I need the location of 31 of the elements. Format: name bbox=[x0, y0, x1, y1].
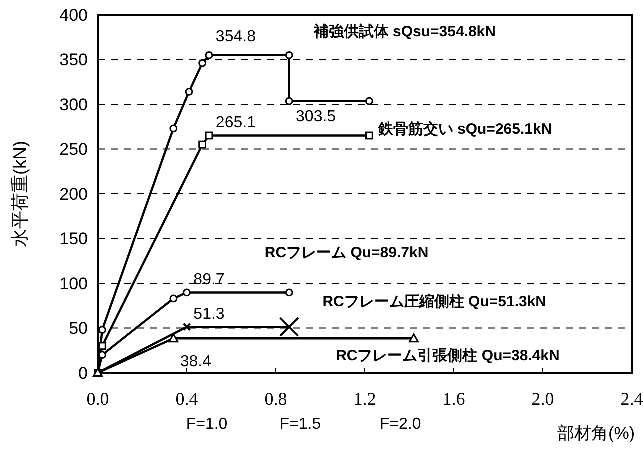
x-tick-label: 2.4 bbox=[620, 389, 643, 409]
y-tick-label: 150 bbox=[60, 230, 88, 249]
annotation: 51.3 bbox=[194, 306, 225, 324]
y-tick-label: 250 bbox=[60, 140, 88, 160]
x-tick-label: 0.0 bbox=[86, 389, 110, 409]
y-tick-label: 200 bbox=[60, 184, 88, 204]
text: RCフレーム Qu=89.7kN bbox=[264, 244, 429, 262]
series-label: RCフレーム引張側柱 Qu=38.4kN bbox=[336, 347, 560, 364]
text: F=1.5 bbox=[280, 416, 322, 433]
y-tick-label: 0 bbox=[78, 364, 88, 383]
y-axis-title: 水平荷重(kN) bbox=[10, 141, 30, 247]
x-axis-title: 部材角(%) bbox=[558, 424, 635, 443]
series-label: 補強供試体 sQsu=354.8kN bbox=[312, 23, 496, 40]
x-tick-label: 2.0 bbox=[532, 389, 554, 409]
x-tick-label: 1.6 bbox=[442, 389, 466, 409]
x-tick-label: 0.8 bbox=[264, 389, 288, 409]
y-tick-label: 50 bbox=[69, 319, 88, 338]
series-label: 鉄骨筋交い sQu=265.1kN bbox=[377, 120, 552, 138]
x-tick-label: 0.4 bbox=[176, 389, 198, 409]
y-tick-label: 350 bbox=[60, 50, 88, 70]
annotation: 265.1 bbox=[216, 114, 256, 132]
y-tick-label: 400 bbox=[60, 6, 88, 25]
annotation: 354.8 bbox=[216, 28, 256, 46]
annotation: 38.4 bbox=[180, 354, 212, 371]
y-tick-label: 300 bbox=[60, 95, 88, 114]
annotation: 303.5 bbox=[296, 108, 336, 126]
x-tick-label: 1.2 bbox=[354, 389, 376, 409]
y-tick-label: 100 bbox=[60, 274, 88, 294]
text: F=2.0 bbox=[380, 416, 422, 433]
series-label: RCフレーム圧縮側柱 Qu=51.3kN bbox=[322, 294, 547, 311]
text: F=1.0 bbox=[186, 416, 228, 433]
